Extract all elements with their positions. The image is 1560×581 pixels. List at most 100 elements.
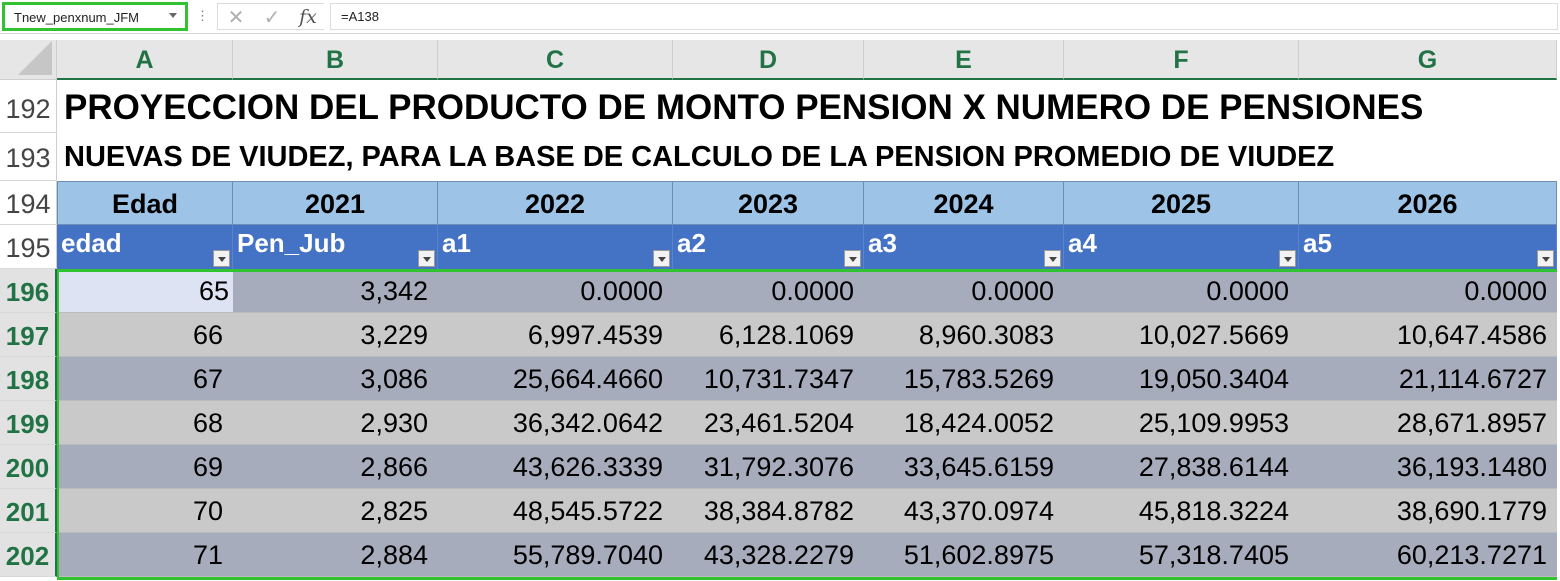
table-cell[interactable]: 60,213.7271: [1299, 533, 1557, 577]
table-cell[interactable]: 43,328.2279: [673, 533, 864, 577]
table-cell[interactable]: 48,545.5722: [438, 489, 673, 533]
check-icon[interactable]: ✓: [263, 5, 281, 29]
table-cell[interactable]: 66: [57, 313, 233, 357]
year-header-cell[interactable]: Edad: [57, 181, 233, 225]
column-header-f[interactable]: F: [1064, 40, 1299, 80]
table-cell[interactable]: 6,997.4539: [438, 313, 673, 357]
table-cell[interactable]: 6,128.1069: [673, 313, 864, 357]
chevron-down-icon[interactable]: [169, 13, 177, 18]
table-cell[interactable]: 67: [57, 357, 233, 401]
table-cell[interactable]: 2,884: [233, 533, 438, 577]
filter-dropdown-icon[interactable]: [1537, 250, 1554, 267]
table-cell[interactable]: 2,825: [233, 489, 438, 533]
table-cell[interactable]: 19,050.3404: [1064, 357, 1299, 401]
filter-dropdown-icon[interactable]: [844, 250, 861, 267]
table-cell[interactable]: 10,731.7347: [673, 357, 864, 401]
filter-dropdown-icon[interactable]: [1279, 250, 1296, 267]
row-header-202[interactable]: 202: [0, 533, 57, 577]
table-cell[interactable]: 0.0000: [1064, 269, 1299, 313]
table-cell[interactable]: 27,838.6144: [1064, 445, 1299, 489]
filter-dropdown-icon[interactable]: [418, 250, 435, 267]
more-options-icon[interactable]: ⋮: [196, 8, 209, 23]
table-cell[interactable]: 57,318.7405: [1064, 533, 1299, 577]
row-header-193[interactable]: 193: [0, 133, 57, 181]
filter-dropdown-icon[interactable]: [1044, 250, 1061, 267]
year-header-cell[interactable]: 2024: [864, 181, 1064, 225]
table-cell[interactable]: 0.0000: [438, 269, 673, 313]
table-cell[interactable]: 0.0000: [864, 269, 1064, 313]
table-cell[interactable]: 21,114.6727: [1299, 357, 1557, 401]
table-cell[interactable]: 15,783.5269: [864, 357, 1064, 401]
table-cell[interactable]: 18,424.0052: [864, 401, 1064, 445]
year-header-cell[interactable]: 2026: [1299, 181, 1557, 225]
table-cell[interactable]: 45,818.3224: [1064, 489, 1299, 533]
row-header-192[interactable]: 192: [0, 80, 57, 133]
table-cell[interactable]: 69: [57, 445, 233, 489]
column-header-a[interactable]: A: [57, 40, 233, 80]
select-all-button[interactable]: [0, 40, 57, 80]
row-header-199[interactable]: 199: [0, 401, 57, 445]
table-cell[interactable]: 36,342.0642: [438, 401, 673, 445]
spreadsheet-grid[interactable]: A B C D E F G 192 193 194 195 196 197 19…: [0, 40, 1560, 581]
table-cell-active[interactable]: 65: [57, 269, 233, 313]
row-header-196[interactable]: 196: [0, 269, 57, 313]
year-header-cell[interactable]: 2023: [673, 181, 864, 225]
table-cell[interactable]: 38,690.1779: [1299, 489, 1557, 533]
formula-input[interactable]: =A138: [330, 3, 1558, 30]
year-header-cell[interactable]: 2025: [1064, 181, 1299, 225]
table-header-cell[interactable]: a1: [438, 225, 673, 269]
table-cell[interactable]: 51,602.8975: [864, 533, 1064, 577]
cancel-icon[interactable]: ✕: [227, 5, 245, 29]
column-header-c[interactable]: C: [438, 40, 673, 80]
table-cell[interactable]: 38,384.8782: [673, 489, 864, 533]
table-cell[interactable]: 68: [57, 401, 233, 445]
table-cell[interactable]: 10,027.5669: [1064, 313, 1299, 357]
table-cell[interactable]: 10,647.4586: [1299, 313, 1557, 357]
table-header-cell[interactable]: edad: [57, 225, 233, 269]
table-cell[interactable]: 70: [57, 489, 233, 533]
table-header-cell[interactable]: a2: [673, 225, 864, 269]
year-header-cell[interactable]: 2022: [438, 181, 673, 225]
table-cell[interactable]: 3,086: [233, 357, 438, 401]
table-header-cell[interactable]: Pen_Jub: [233, 225, 438, 269]
column-header-e[interactable]: E: [864, 40, 1064, 80]
row-header-194[interactable]: 194: [0, 181, 57, 225]
column-header-g[interactable]: G: [1299, 40, 1557, 80]
row-header-197[interactable]: 197: [0, 313, 57, 357]
table-cell[interactable]: 23,461.5204: [673, 401, 864, 445]
table-cell[interactable]: 36,193.1480: [1299, 445, 1557, 489]
table-cell[interactable]: 25,109.9953: [1064, 401, 1299, 445]
table-cell[interactable]: 71: [57, 533, 233, 577]
table-cell[interactable]: 43,370.0974: [864, 489, 1064, 533]
year-header-cell[interactable]: 2021: [233, 181, 438, 225]
table-cell[interactable]: 28,671.8957: [1299, 401, 1557, 445]
table-cell[interactable]: 55,789.7040: [438, 533, 673, 577]
column-header-b[interactable]: B: [233, 40, 438, 80]
page-title[interactable]: PROYECCION DEL PRODUCTO DE MONTO PENSION…: [64, 88, 1424, 127]
table-cell[interactable]: 3,342: [233, 269, 438, 313]
table-header-cell[interactable]: a5: [1299, 225, 1557, 269]
table-cell[interactable]: 2,866: [233, 445, 438, 489]
column-header-d[interactable]: D: [673, 40, 864, 80]
table-cell[interactable]: 8,960.3083: [864, 313, 1064, 357]
table-header-cell[interactable]: a4: [1064, 225, 1299, 269]
filter-dropdown-icon[interactable]: [213, 250, 230, 267]
table-cell[interactable]: 0.0000: [673, 269, 864, 313]
table-header-label: a5: [1303, 228, 1332, 258]
table-header-cell[interactable]: a3: [864, 225, 1064, 269]
row-header-201[interactable]: 201: [0, 489, 57, 533]
page-subtitle[interactable]: NUEVAS DE VIUDEZ, PARA LA BASE DE CALCUL…: [64, 141, 1335, 173]
table-cell[interactable]: 3,229: [233, 313, 438, 357]
table-cell[interactable]: 0.0000: [1299, 269, 1557, 313]
filter-dropdown-icon[interactable]: [653, 250, 670, 267]
row-header-198[interactable]: 198: [0, 357, 57, 401]
table-cell[interactable]: 31,792.3076: [673, 445, 864, 489]
insert-function-icon[interactable]: fx: [299, 6, 317, 28]
row-header-200[interactable]: 200: [0, 445, 57, 489]
table-cell[interactable]: 25,664.4660: [438, 357, 673, 401]
table-cell[interactable]: 2,930: [233, 401, 438, 445]
row-header-195[interactable]: 195: [0, 225, 57, 269]
name-box[interactable]: Tnew_penxnum_JFM: [2, 2, 188, 31]
table-cell[interactable]: 33,645.6159: [864, 445, 1064, 489]
table-cell[interactable]: 43,626.3339: [438, 445, 673, 489]
